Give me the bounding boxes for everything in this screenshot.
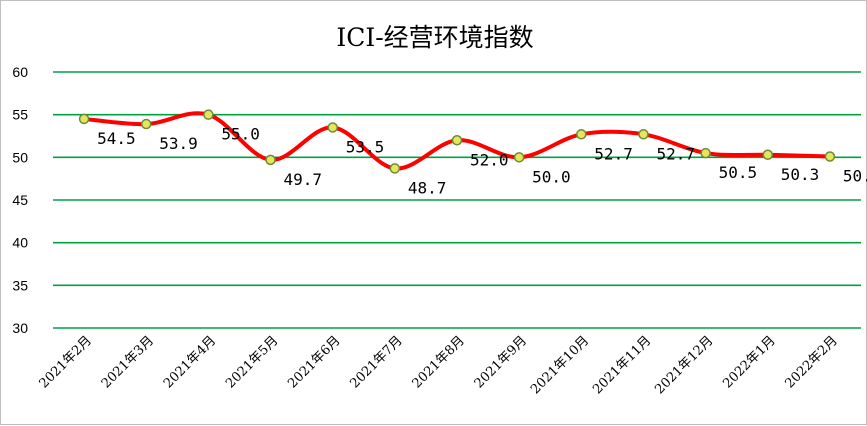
data-point: [638, 129, 649, 140]
y-tick-label: 40: [12, 235, 28, 251]
data-point: [762, 149, 774, 161]
x-tick-label: 2022年1月: [720, 333, 778, 391]
data-points: [78, 109, 836, 174]
x-tick-label: 2021年6月: [285, 333, 343, 391]
data-label: 48.7: [408, 178, 447, 197]
x-tick-label: 2021年5月: [223, 333, 281, 391]
x-tick-label: 2022年2月: [783, 333, 841, 391]
data-point: [78, 113, 90, 125]
data-point: [513, 152, 525, 163]
data-label: 53.9: [159, 134, 198, 153]
y-tick-label: 35: [12, 277, 28, 293]
x-axis-ticks: 2021年2月 2021年3月 2021年4月 2021年5月 2021年6月 2021年…: [37, 333, 841, 397]
y-tick-label: 45: [12, 192, 28, 208]
data-point: [140, 118, 152, 130]
data-point: [700, 147, 711, 159]
y-axis-ticks: 30 35 40 45 50 55 60: [12, 64, 28, 336]
chart-title: ICI-经营环境指数: [336, 23, 533, 52]
data-label: 50.5: [719, 163, 758, 182]
data-point: [451, 135, 463, 146]
data-label: 55.0: [221, 125, 260, 144]
data-point: [389, 163, 401, 174]
data-label: 50.3: [781, 165, 820, 184]
x-tick-label: 2021年3月: [99, 333, 157, 391]
x-tick-label: 2021年9月: [472, 333, 530, 391]
data-label: 52.0: [470, 150, 509, 169]
y-tick-label: 30: [12, 320, 28, 336]
y-tick-label: 50: [12, 149, 28, 165]
data-label: 50.0: [532, 167, 571, 186]
data-label: 52.7: [594, 144, 633, 163]
data-point: [265, 154, 276, 166]
data-label: 50.1: [843, 166, 867, 185]
y-tick-label: 55: [12, 107, 28, 123]
data-label: 52.7: [656, 144, 695, 163]
y-tick-label: 60: [12, 64, 28, 80]
x-tick-label: 2021年7月: [347, 333, 405, 391]
data-point: [576, 129, 587, 140]
x-tick-label: 2021年4月: [161, 333, 219, 391]
x-tick-label: 2021年8月: [410, 333, 468, 391]
data-label: 49.7: [284, 170, 323, 189]
data-labels: 54.5 53.9 55.0 49.7 53.5 48.7 52.0 50.0 52.7 52.7…: [97, 125, 867, 198]
data-point: [203, 109, 214, 120]
data-label: 54.5: [97, 129, 136, 148]
x-tick-label: 2021年11月: [590, 333, 654, 397]
x-tick-label: 2021年10月: [528, 333, 592, 397]
grid-lines: [53, 71, 861, 329]
x-tick-label: 2021年12月: [652, 333, 716, 397]
data-point: [824, 151, 836, 162]
x-tick-label: 2021年2月: [37, 333, 95, 391]
data-label: 53.5: [346, 137, 385, 156]
data-point: [327, 122, 338, 133]
